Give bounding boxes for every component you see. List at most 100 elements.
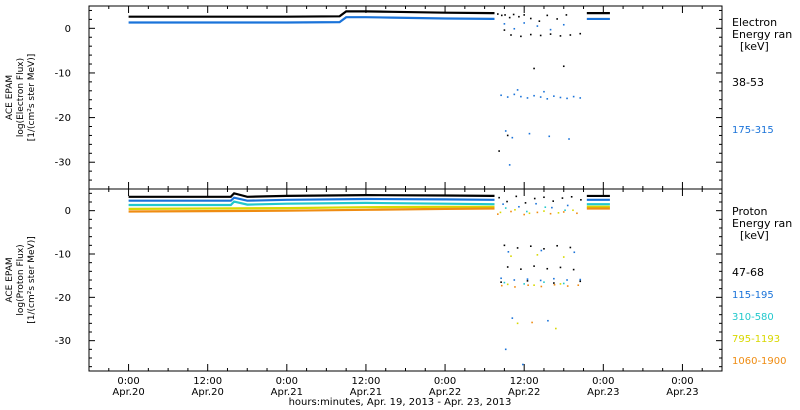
proton-series-1060-1900-point xyxy=(566,285,569,287)
proton-series-47-68-point xyxy=(543,248,545,250)
electron-series-38-53-point xyxy=(504,14,506,16)
proton-series-47-68-line xyxy=(128,192,495,198)
proton-series-1060-1900-point xyxy=(514,286,516,288)
electron-series-38-53-point xyxy=(523,14,525,16)
xtick-date-label: Apr.20 xyxy=(192,387,224,398)
proton-series-795-1193-point xyxy=(557,212,560,214)
proton-ylabel-line: [1/(cm²s ster MeV)] xyxy=(27,236,37,323)
proton-legend-title-line: Energy ran xyxy=(732,217,792,230)
proton-series-115-195-line xyxy=(128,196,495,202)
xtick-date-label: Apr.20 xyxy=(112,387,144,398)
electron-series-38-53-point xyxy=(579,32,582,35)
proton-axis-ticks: 0 -10 -20 -30 xyxy=(55,189,723,371)
electron-series-38-53-point xyxy=(565,14,568,16)
xtick-time-label: 0:00 xyxy=(434,376,456,387)
proton-series-795-1193-point xyxy=(536,254,539,256)
proton-series-47-68-point xyxy=(556,244,558,247)
electron-series-175-315-point xyxy=(562,23,565,26)
proton-series-47-68-point xyxy=(506,266,509,268)
proton-series-310-580-line xyxy=(128,200,495,207)
xtick-date-label: Apr.23 xyxy=(666,387,698,398)
electron-series-175-315-point xyxy=(520,95,522,98)
electron-series-175-315-point xyxy=(553,95,555,97)
electron-series-175-315-point xyxy=(513,27,516,30)
proton-series-115-195-point xyxy=(551,206,553,209)
proton-series-795-1193-point xyxy=(510,255,512,257)
electron-series-175-315-point xyxy=(533,94,535,97)
xtick-date-label: Apr.23 xyxy=(587,387,619,398)
proton-series-47-68-point xyxy=(503,244,506,247)
proton-series-310-580-point xyxy=(504,207,507,209)
electron-legend-title-line: Electron xyxy=(732,16,777,29)
proton-series-115-195-point xyxy=(511,317,514,319)
electron-series-38-53-point xyxy=(569,34,572,36)
proton-legend-entry: 115-195 xyxy=(732,290,774,301)
electron-series-175-315-point xyxy=(516,89,519,91)
proton-series-group xyxy=(128,192,610,366)
proton-series-47-68-point xyxy=(533,197,536,200)
proton-series-47-68-point xyxy=(516,247,519,249)
electron-series-38-53-point xyxy=(556,18,558,20)
proton-series-115-195-point xyxy=(500,277,502,280)
proton-series-115-195-point xyxy=(547,319,549,322)
electron-ylabel-line: ACE EPAM xyxy=(5,75,15,120)
electron-series-175-315-point xyxy=(523,22,525,24)
proton-series-47-68-point xyxy=(552,200,554,202)
electron-series-38-53-point xyxy=(520,35,522,38)
electron-series-175-315-point xyxy=(506,96,509,98)
proton-series-47-68-point xyxy=(546,267,549,270)
proton-ytick-label: -10 xyxy=(55,250,71,261)
proton-series-795-1193-point xyxy=(572,209,574,212)
proton-series-310-580-point xyxy=(544,206,547,208)
proton-series-47-68-point xyxy=(569,246,572,249)
proton-series-115-195-point xyxy=(540,249,543,252)
proton-series-1060-1900-point xyxy=(500,284,503,287)
proton-series-1060-1900-point xyxy=(553,283,556,286)
proton-series-47-68-point xyxy=(500,281,502,283)
xtick-date-label: Apr.22 xyxy=(429,387,461,398)
proton-series-115-195-point xyxy=(518,205,520,208)
electron-y-axis-label: ACE EPAM log(Electron Flux) [1/(cm²s ster … xyxy=(5,54,37,141)
xtick-date-label: Apr.21 xyxy=(271,387,303,398)
electron-series-175-315-point xyxy=(513,93,516,96)
proton-series-115-195-point xyxy=(522,363,524,366)
proton-series-47-68-point xyxy=(580,199,582,201)
proton-series-1060-1900-point xyxy=(540,285,543,288)
electron-plot-frame xyxy=(88,5,723,190)
proton-ytick-label: -20 xyxy=(55,293,71,304)
electron-ytick-label: 0 xyxy=(65,24,71,35)
proton-series-795-1193-point xyxy=(499,211,502,214)
electron-ytick-label: -20 xyxy=(55,113,71,124)
electron-series-175-315-point xyxy=(511,136,514,139)
electron-series-175-315-point xyxy=(566,97,568,100)
proton-legend-entry: 310-580 xyxy=(732,312,774,323)
proton-series-115-195-point xyxy=(507,251,510,253)
proton-series-47-68-point xyxy=(515,195,518,198)
electron-series-38-53-point xyxy=(498,150,500,152)
proton-series-115-195-point xyxy=(539,279,542,282)
electron-legend-entry: 175-315 xyxy=(732,125,774,136)
electron-series-175-315-point xyxy=(526,97,529,99)
xtick-time-label: 0:00 xyxy=(671,376,693,387)
proton-series-1060-1900-point xyxy=(527,284,529,286)
proton-series-1060-1900-point xyxy=(576,212,578,215)
electron-series-38-53-point xyxy=(559,35,562,37)
xtick-time-label: 0:00 xyxy=(276,376,298,387)
electron-series-175-315-point xyxy=(508,164,511,166)
proton-series-795-1193-point xyxy=(543,210,545,212)
electron-series-38-53-point xyxy=(510,34,512,36)
proton-series-795-1193-point xyxy=(506,283,509,286)
proton-series-115-195-point xyxy=(573,251,576,254)
proton-series-1060-1900-point xyxy=(510,210,512,213)
proton-series-115-195-point xyxy=(513,279,516,281)
proton-series-47-68-point xyxy=(506,200,508,203)
proton-series-1060-1900-point xyxy=(577,284,580,286)
proton-ytick-label: 0 xyxy=(65,206,71,217)
proton-series-310-580-point xyxy=(523,283,525,285)
proton-ylabel-line: ACE EPAM xyxy=(5,257,15,302)
proton-series-310-580-point xyxy=(526,210,528,213)
proton-legend-entry: 795-1193 xyxy=(732,334,780,345)
